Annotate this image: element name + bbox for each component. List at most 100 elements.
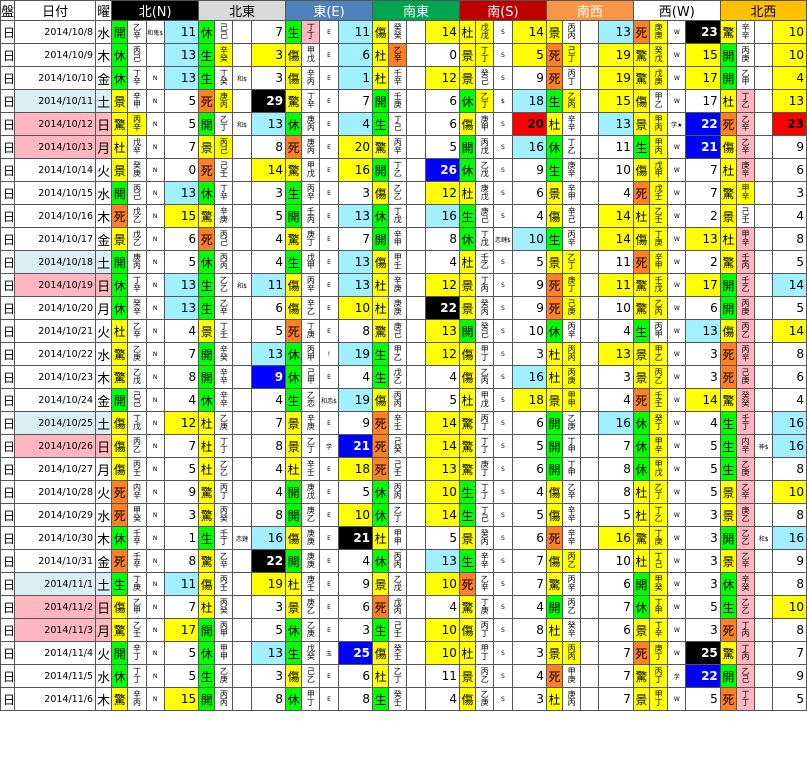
score-cell: 7 [337,227,374,251]
stems-text: 乙甲 [132,598,142,614]
stems-cell: 甲乙 [649,89,669,113]
gate-cell: 杜 [198,457,216,481]
score-cell: 7 [250,411,287,435]
stems-text: 庚丙 [132,253,142,269]
stems-text: 己壬 [393,460,403,476]
deity-cell: E [319,572,339,596]
gate-cell: 杜 [198,595,216,619]
deity-cell [754,411,774,435]
stems-text: 乙辛 [219,299,229,315]
gate-cell: 生 [719,595,737,619]
date-cell: 2014/10/17 [14,227,97,251]
stems-text: 乙辛 [132,23,142,39]
stems-text: 甲乙 [393,345,403,361]
gate-cell: 景 [285,411,303,435]
stems-text: 庚壬 [306,575,316,591]
score-cell: 3 [685,572,721,596]
stems-text: 丁甲 [567,460,577,476]
stems-cell: 丁丁 [127,664,147,688]
stems-text: 丙甲 [219,621,229,637]
score-cell: 14 [772,319,807,343]
deity-cell: S [493,342,513,366]
gate-cell: 景 [198,319,216,343]
deity-cell: S [493,641,513,665]
weekday-cell: 土 [95,572,113,596]
score-cell: 5 [250,319,287,343]
stems-cell: 壬庚 [388,89,408,113]
gate-cell: 開 [285,204,303,228]
score-cell: 14 [511,20,547,44]
weekday-cell: 水 [95,503,113,527]
deity-cell: W [667,365,687,389]
score-cell: 10 [598,549,634,573]
score-cell: 13 [337,204,374,228]
stems-cell: 甲辛 [735,227,756,251]
score-cell: 2 [685,204,721,228]
deity-cell: E [319,503,339,527]
date-cell: 2014/11/5 [14,664,97,688]
score-cell: 8 [772,457,807,481]
stems-cell: 甲辛 [649,434,669,458]
stems-text: 内辛 [741,437,751,453]
deity-cell: 恋鏈$ [493,227,513,251]
gate-cell: 杜 [545,342,564,366]
stems-cell: 丁乙 [649,503,669,527]
score-cell: 5 [163,664,200,688]
stems-text: 丁己 [393,115,403,131]
score-cell: 1 [337,66,374,90]
gate-cell: 景 [545,20,564,44]
gate-cell: 杜 [719,158,737,182]
stems-text: 辛甲 [654,253,664,269]
deity-cell: N [145,135,165,159]
gate-cell: 驚 [111,112,129,136]
weekday-cell: 水 [95,664,113,688]
deity-cell [232,641,252,665]
stems-text: 乙庚 [567,414,577,430]
stems-text: 己乙 [306,667,316,683]
score-cell: 8 [163,549,200,573]
stems-text: 丙丙 [393,483,403,499]
score-cell: 6 [337,43,374,67]
score-cell: 19 [250,572,287,596]
score-cell: 13 [163,296,200,320]
stems-text: 丙辛 [393,138,403,154]
gate-cell: 死 [285,319,303,343]
deity-cell [580,480,600,504]
table-body: 日 2014/10/8 水開乙辛 和鬼$ 11 休己己 7 生丁丁 E 11 傷癸癸 14 杜戊戊 S 14… [0,20,807,711]
stems-text: 丙丁 [219,483,229,499]
stems-text: 丁己 [654,552,664,568]
deity-cell: E [319,618,339,642]
stems-cell: 辛癸 [735,572,756,596]
deity-cell: E [319,296,339,320]
pan-cell: 日 [0,135,16,159]
stems-cell: 辛甲 [127,89,147,113]
gate-cell: 傷 [285,526,303,550]
deity-cell [580,526,600,550]
stems-cell: 庚乙 [735,503,756,527]
score-cell: 16 [598,411,634,435]
gate-cell: 死 [545,273,564,297]
stems-text: 甲丁 [306,690,316,706]
stems-text: 己己 [132,391,142,407]
direction-header-4: 南(S) [458,0,547,21]
gate-cell: 死 [545,526,564,550]
score-cell: 22 [685,112,721,136]
score-cell: 5 [511,43,547,67]
stems-cell: 癸壬 [388,687,408,711]
score-cell: 13 [250,112,287,136]
deity-cell: N [145,503,165,527]
stems-cell: 丁庚 [649,227,669,251]
stems-text: 戊甲 [306,253,316,269]
date-cell: 2014/10/24 [14,388,97,412]
deity-cell: E [319,135,339,159]
gate-cell: 杜 [632,503,651,527]
gate-cell: 傷 [285,273,303,297]
deity-cell: N [145,89,165,113]
stems-text: 癸庚 [132,161,142,177]
gate-cell: 杜 [285,457,303,481]
deity-cell: E [319,227,339,251]
deity-cell [754,641,774,665]
score-cell: 18 [337,457,374,481]
gate-cell: 景 [719,480,737,504]
stems-cell: 癸丙 [475,296,495,320]
